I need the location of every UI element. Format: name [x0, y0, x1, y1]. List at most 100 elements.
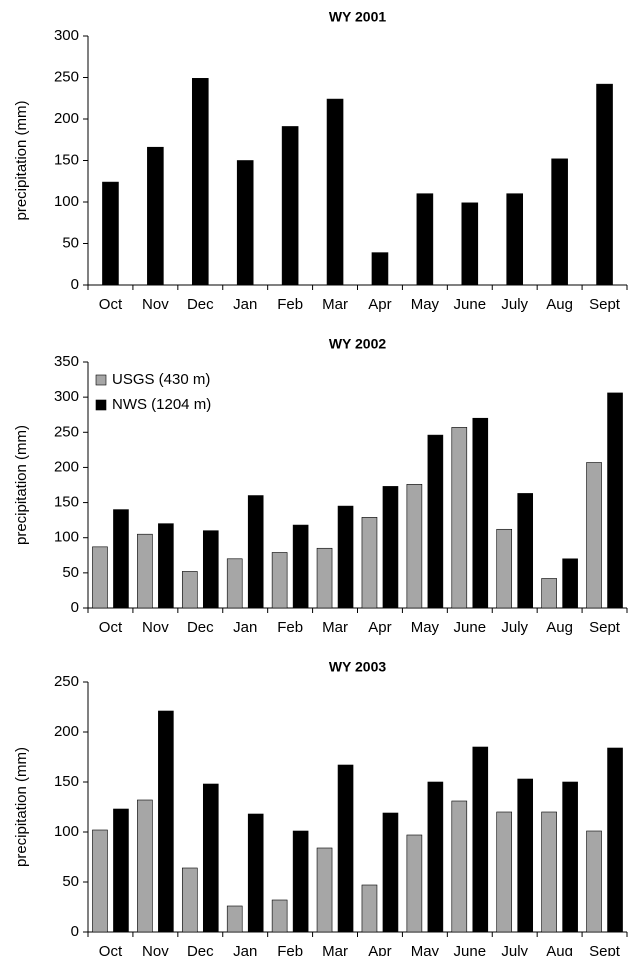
x-tick-label: Dec [187, 943, 214, 956]
x-tick-label: Apr [368, 943, 391, 956]
x-tick-label: Aug [546, 943, 573, 956]
bar [496, 528, 513, 609]
bar [451, 427, 468, 609]
bar [541, 578, 557, 609]
y-tick-label: 200 [54, 110, 79, 127]
bar [607, 747, 623, 933]
bar [92, 546, 108, 609]
y-tick-label: 250 [54, 423, 79, 440]
x-tick-label: Jan [233, 619, 257, 636]
bar [191, 78, 209, 286]
x-tick-label: May [411, 943, 440, 956]
bar [337, 505, 354, 609]
bar [292, 524, 309, 609]
y-tick-label: 100 [54, 193, 79, 210]
x-tick-label: Nov [142, 296, 169, 313]
bar [226, 558, 243, 609]
bar [326, 98, 344, 286]
bar [247, 495, 264, 609]
y-tick-label: 50 [62, 234, 79, 251]
y-axis-label: precipitation (mm) [13, 425, 30, 545]
chart-title: WY 2003 [329, 659, 387, 675]
x-tick-label: May [411, 296, 440, 313]
y-tick-label: 300 [54, 27, 79, 44]
bar [361, 884, 378, 933]
y-tick-label: 50 [62, 873, 79, 890]
x-tick-label: Dec [187, 619, 214, 636]
bar [461, 202, 479, 286]
bar [337, 764, 354, 933]
bar [202, 783, 219, 933]
x-tick-label: Mar [322, 296, 348, 313]
x-tick-label: Feb [277, 296, 303, 313]
x-tick-label: Aug [546, 619, 573, 636]
x-tick-label: Dec [187, 296, 214, 313]
y-tick-label: 150 [54, 773, 79, 790]
x-tick-label: Oct [99, 619, 123, 636]
bar [551, 158, 568, 286]
x-tick-label: Apr [368, 296, 391, 313]
x-tick-label: Oct [99, 296, 123, 313]
bar [271, 552, 288, 609]
bar [472, 746, 489, 933]
bar [361, 517, 378, 609]
bar [427, 434, 444, 609]
x-tick-label: Nov [142, 619, 169, 636]
bar [271, 899, 288, 933]
x-tick-label: Sept [589, 619, 621, 636]
y-tick-label: 250 [54, 673, 79, 690]
x-tick-label: Mar [322, 943, 348, 956]
bar [181, 571, 198, 609]
bar [371, 252, 389, 286]
x-tick-label: Sept [589, 296, 621, 313]
legend-swatch [95, 374, 107, 386]
bar [586, 462, 602, 609]
bar [607, 392, 623, 609]
y-tick-label: 350 [54, 353, 79, 370]
bar [472, 417, 489, 609]
bar [517, 493, 534, 609]
y-tick-label: 200 [54, 458, 79, 475]
y-axis-label: precipitation (mm) [13, 100, 30, 220]
bar [158, 710, 174, 933]
y-tick-label: 0 [71, 923, 79, 940]
bar [316, 847, 333, 933]
bar [562, 558, 578, 609]
y-tick-label: 300 [54, 388, 79, 405]
x-tick-label: June [454, 943, 487, 956]
legend-label: NWS (1204 m) [112, 396, 211, 413]
bar [113, 808, 129, 933]
bar [281, 126, 299, 286]
x-tick-label: July [501, 296, 528, 313]
bar [382, 812, 399, 933]
x-tick-label: May [411, 619, 440, 636]
bar [496, 811, 513, 933]
bar [541, 811, 557, 933]
x-tick-label: Mar [322, 619, 348, 636]
bar [158, 523, 174, 609]
x-tick-label: Feb [277, 619, 303, 636]
bar [406, 483, 423, 609]
x-tick-label: Nov [142, 943, 169, 956]
bar [247, 813, 264, 933]
bar [316, 547, 333, 609]
bar [147, 146, 164, 286]
bar [506, 193, 524, 286]
x-tick-label: Feb [277, 943, 303, 956]
x-tick-label: July [501, 619, 528, 636]
bar [292, 830, 309, 933]
y-tick-label: 200 [54, 723, 79, 740]
x-tick-label: Aug [546, 296, 573, 313]
x-tick-label: July [501, 943, 528, 956]
bar [451, 800, 468, 933]
bar [416, 193, 434, 286]
bar [181, 867, 198, 933]
x-tick-label: Oct [99, 943, 123, 956]
legend-swatch [95, 399, 107, 411]
legend-label: USGS (430 m) [112, 371, 210, 388]
bar [226, 905, 243, 933]
bar [596, 83, 613, 286]
bar [406, 834, 423, 933]
